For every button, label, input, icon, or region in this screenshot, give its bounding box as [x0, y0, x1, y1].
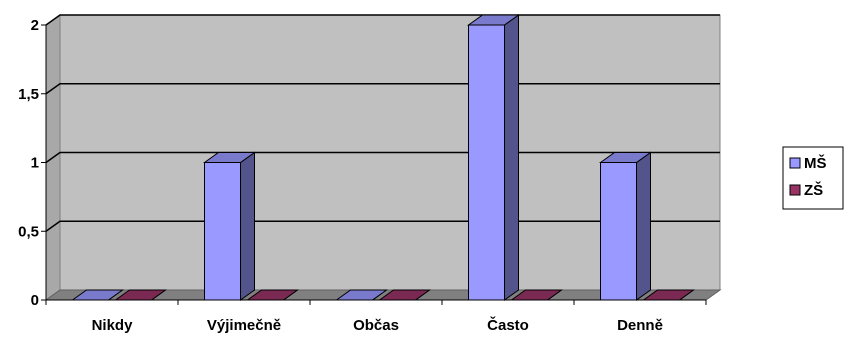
bar-top — [70, 289, 125, 301]
axis-labels: 0 0,5 1 1,5 2 Nikdy Výjimečně Občas Často Denně — [18, 17, 663, 334]
bar-MŠ-Výjimečně — [202, 151, 257, 301]
bar-ZŠ-Občas — [377, 289, 432, 301]
y-tick-label: 2 — [31, 17, 39, 34]
bar-top — [202, 152, 257, 163]
legend-swatch — [789, 184, 801, 196]
bar-ZŠ-Často — [509, 289, 564, 301]
bar-MŠ-Občas — [334, 289, 389, 301]
bar-MŠ-Nikdy — [70, 289, 125, 301]
legend: MŠ ZŠ — [782, 146, 844, 210]
legend-label: ZŠ — [804, 181, 823, 199]
x-category-label: Nikdy — [92, 317, 134, 334]
bar-ZŠ-Nikdy — [113, 289, 168, 301]
bar-side — [240, 151, 255, 301]
y-tick-label: 0 — [31, 292, 39, 309]
legend-swatch — [789, 157, 801, 169]
x-category-label: Výjimečně — [207, 317, 281, 334]
bar-ZŠ-Výjimečně — [245, 289, 300, 301]
y-tick-label: 1 — [31, 155, 39, 172]
legend-label: MŠ — [804, 154, 827, 172]
bar-top — [113, 289, 168, 301]
x-category-label: Občas — [353, 317, 399, 334]
bar-top — [245, 289, 300, 301]
bar-top — [466, 14, 521, 26]
bar-front — [600, 162, 637, 301]
bar-top — [598, 152, 653, 163]
x-category-label: Často — [487, 316, 529, 334]
bar-top — [377, 289, 432, 301]
axes — [41, 24, 707, 305]
legend-box — [782, 146, 844, 210]
bar-MŠ-Denně — [598, 151, 653, 301]
bar-side — [504, 14, 519, 301]
bar-front — [204, 162, 241, 301]
y-tick-label: 0,5 — [18, 223, 39, 240]
bars — [70, 14, 696, 301]
bar-top — [334, 289, 389, 301]
bar-front — [468, 24, 505, 301]
y-tick-label: 1,5 — [18, 86, 39, 103]
bar-MŠ-Často — [466, 14, 521, 301]
x-category-label: Denně — [617, 317, 663, 334]
bar-top — [509, 289, 564, 301]
bar-ZŠ-Denně — [641, 289, 696, 301]
bar-top — [641, 289, 696, 301]
bar-side — [636, 151, 651, 301]
